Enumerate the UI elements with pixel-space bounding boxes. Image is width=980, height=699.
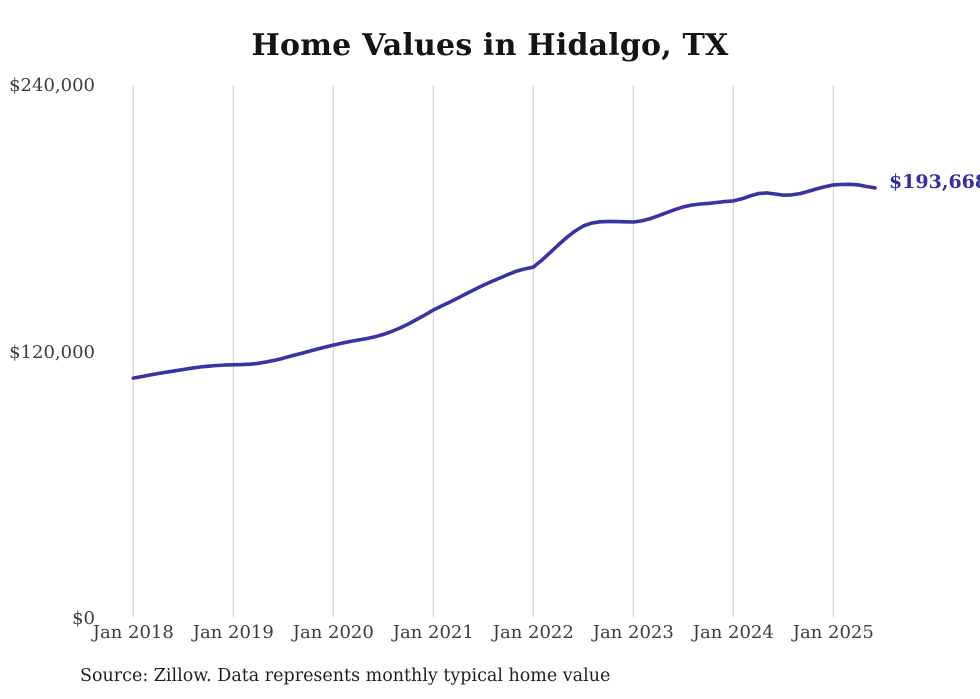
x-axis-tick-label: Jan 2018 [92,622,174,643]
latest-value-label: $193,668 [888,170,980,193]
chart-title: Home Values in Hidalgo, TX [251,28,729,63]
y-axis-tick-label: $120,000 [9,341,95,363]
y-axis-tick-label: $240,000 [9,75,95,96]
x-axis-tick-label: Jan 2020 [292,622,374,643]
x-axis-tick-label: Jan 2021 [392,622,474,643]
x-axis-tick-label: Jan 2023 [592,622,674,643]
x-axis-tick-label: Jan 2019 [192,622,274,643]
home-value-line [131,182,877,380]
x-axis-tick-label: Jan 2025 [792,622,874,643]
x-axis-tick-label: Jan 2022 [492,622,574,643]
source-note: Source: Zillow. Data represents monthly … [80,666,611,686]
y-axis-tick-label: $0 [72,608,95,629]
x-axis-tick-label: Jan 2024 [692,622,774,643]
